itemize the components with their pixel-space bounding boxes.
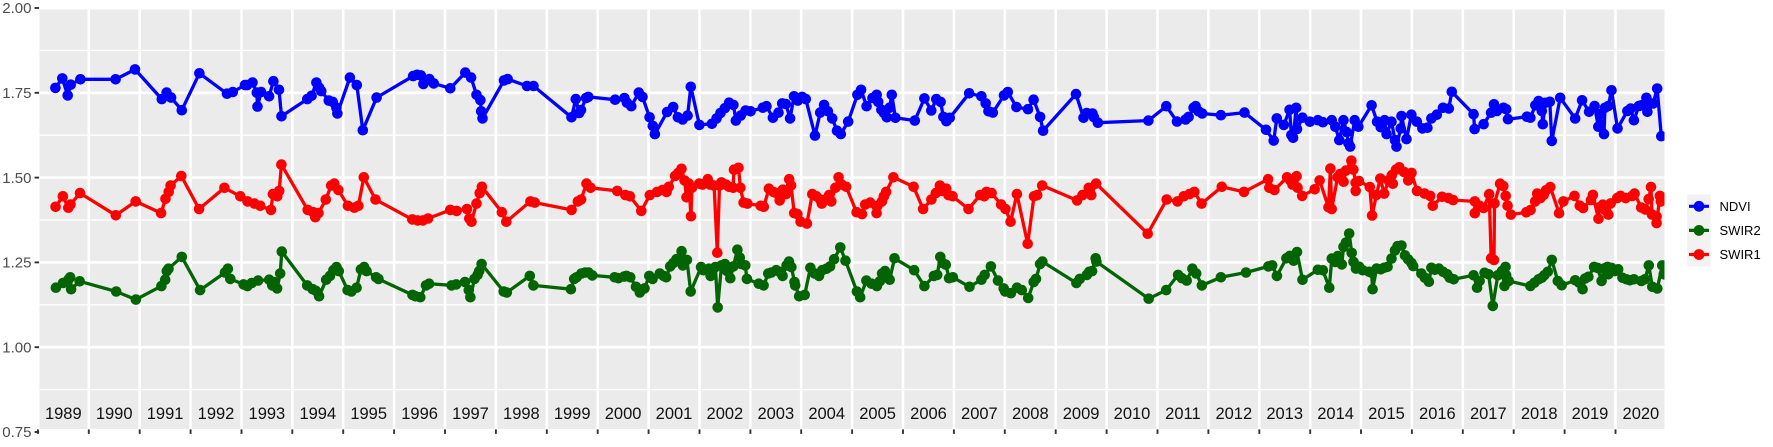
svg-text:2009: 2009 xyxy=(1063,405,1100,423)
svg-text:1989: 1989 xyxy=(45,405,82,423)
svg-text:2012: 2012 xyxy=(1215,405,1252,423)
svg-text:2003: 2003 xyxy=(757,405,794,423)
svg-text:1.50: 1.50 xyxy=(2,170,31,187)
svg-text:2011: 2011 xyxy=(1165,405,1200,423)
svg-text:2015: 2015 xyxy=(1368,405,1405,423)
svg-text:1991: 1991 xyxy=(147,405,184,423)
svg-text:1990: 1990 xyxy=(96,405,133,423)
svg-text:1.75: 1.75 xyxy=(2,85,31,102)
svg-text:1992: 1992 xyxy=(198,405,235,423)
svg-text:2006: 2006 xyxy=(910,405,947,423)
svg-text:1.00: 1.00 xyxy=(2,339,31,356)
svg-text:2017: 2017 xyxy=(1470,405,1507,423)
svg-text:SWIR2: SWIR2 xyxy=(1720,223,1761,238)
svg-text:2014: 2014 xyxy=(1317,405,1354,423)
svg-text:2002: 2002 xyxy=(707,405,744,423)
svg-text:1999: 1999 xyxy=(554,405,591,423)
svg-text:2016: 2016 xyxy=(1419,405,1456,423)
svg-text:NDVI: NDVI xyxy=(1720,199,1751,214)
svg-text:2013: 2013 xyxy=(1266,405,1303,423)
svg-text:2018: 2018 xyxy=(1521,405,1558,423)
svg-text:1997: 1997 xyxy=(452,405,489,423)
svg-text:2.00: 2.00 xyxy=(2,0,31,17)
svg-text:1998: 1998 xyxy=(503,405,540,423)
svg-text:2004: 2004 xyxy=(808,405,845,423)
svg-text:1996: 1996 xyxy=(401,405,438,423)
svg-text:1994: 1994 xyxy=(299,405,336,423)
svg-text:2005: 2005 xyxy=(859,405,896,423)
svg-text:1993: 1993 xyxy=(249,405,286,423)
svg-text:2000: 2000 xyxy=(605,405,642,423)
svg-text:2010: 2010 xyxy=(1114,405,1151,423)
svg-text:1995: 1995 xyxy=(350,405,387,423)
svg-text:2019: 2019 xyxy=(1572,405,1609,423)
svg-text:2007: 2007 xyxy=(961,405,998,423)
svg-text:1.25: 1.25 xyxy=(2,255,31,272)
svg-text:2008: 2008 xyxy=(1012,405,1049,423)
svg-text:0.75: 0.75 xyxy=(2,424,31,441)
svg-text:2020: 2020 xyxy=(1623,405,1660,423)
svg-text:SWIR1: SWIR1 xyxy=(1720,247,1761,262)
svg-text:2001: 2001 xyxy=(656,405,693,423)
